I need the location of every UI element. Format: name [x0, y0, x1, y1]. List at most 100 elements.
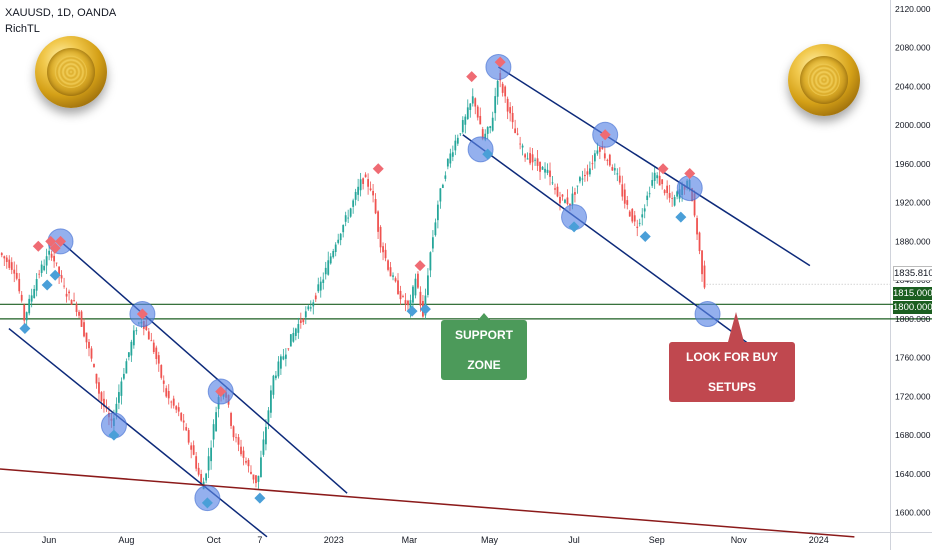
candle-body — [262, 439, 265, 455]
pivot-high-diamond — [657, 163, 669, 175]
candle-body — [167, 391, 170, 399]
candle-body — [299, 320, 302, 323]
level-1815-tag: 1815.000 — [893, 287, 932, 300]
candle-body — [481, 129, 484, 139]
candle-body — [55, 262, 58, 264]
candle-body — [539, 161, 541, 172]
candle-body — [623, 189, 626, 204]
last-price-tag: 1835.810 — [893, 266, 932, 281]
candle-body — [541, 166, 544, 170]
candle-body — [302, 319, 305, 323]
candle-body — [561, 194, 564, 197]
candle-body — [631, 208, 634, 222]
candle-body — [242, 450, 245, 458]
candle-body — [431, 237, 434, 249]
candle-body — [235, 437, 237, 439]
candle-body — [190, 445, 193, 450]
candle-body — [618, 175, 621, 183]
candle-body — [446, 158, 449, 167]
candle-body — [593, 153, 596, 162]
gold-coin-icon — [35, 36, 107, 108]
time-tick-label: 2024 — [809, 535, 829, 545]
candle-body — [666, 185, 669, 193]
candle-body — [638, 222, 641, 224]
candle-body — [354, 191, 357, 200]
price-tick-label: 1920.000 — [895, 198, 931, 208]
candle-body — [397, 280, 399, 295]
candle-body — [170, 401, 173, 403]
candle-body — [294, 328, 297, 336]
candle-body — [90, 348, 93, 359]
candle-body — [658, 175, 661, 186]
candle-body — [407, 300, 409, 306]
pivot-low-diamond — [639, 231, 651, 243]
candle-body — [576, 185, 579, 187]
candle-body — [23, 304, 26, 321]
candle-body — [474, 98, 477, 107]
candle-body — [132, 330, 135, 346]
candle-body — [362, 178, 365, 184]
candle-body — [394, 278, 397, 282]
price-tick-label: 1720.000 — [895, 391, 931, 401]
candle-body — [486, 126, 489, 134]
candle-body — [103, 398, 105, 407]
chart-title: XAUUSD, 1D, OANDA — [5, 7, 117, 19]
candle-body — [559, 196, 561, 204]
candle-body — [85, 332, 88, 343]
candle-body — [157, 355, 160, 364]
pivot-low-diamond — [675, 211, 687, 223]
candle-body — [456, 137, 459, 144]
time-tick-label: Jun — [42, 535, 57, 545]
candle-body — [200, 474, 203, 483]
pivot-low-diamond — [49, 269, 61, 281]
candle-body — [471, 96, 474, 104]
candle-body — [521, 145, 524, 148]
candle-body — [80, 311, 83, 327]
pivot-high-diamond — [32, 240, 44, 252]
candle-body — [489, 126, 492, 128]
candle-body — [272, 375, 275, 395]
candle-body — [240, 446, 242, 455]
candle-body — [506, 98, 509, 112]
candle-body — [514, 128, 517, 134]
time-tick-label: Sep — [649, 535, 665, 545]
price-tick-label: 2000.000 — [895, 120, 931, 130]
buy-callout-pointer — [728, 312, 744, 342]
candle-body — [591, 163, 594, 165]
trendline-channel-2022-lower — [8, 327, 268, 538]
candle-body — [20, 294, 23, 301]
candle-body — [419, 291, 422, 306]
gold-coin-icon — [788, 44, 860, 116]
candle-body — [40, 264, 43, 273]
candle-body — [399, 290, 402, 300]
buy-setups-label: LOOK FOR BUY SETUPS — [669, 342, 795, 402]
candle-body — [314, 295, 317, 300]
candle-body — [449, 153, 452, 164]
indicator-label: RichTL — [5, 23, 40, 35]
candle-body — [43, 265, 46, 271]
candle-body — [347, 217, 350, 219]
candle-body — [65, 293, 68, 297]
pivot-low-diamond — [482, 148, 494, 160]
pivot-high-diamond — [466, 71, 478, 83]
candle-body — [38, 273, 41, 275]
candle-body — [165, 388, 168, 397]
candle-body — [509, 107, 512, 114]
candle-body — [636, 226, 639, 228]
candle-body — [297, 324, 300, 333]
pivot-low-diamond — [41, 279, 53, 291]
pivot-highlight-circle — [485, 53, 512, 80]
candle-body — [417, 273, 419, 288]
time-tick-label: May — [481, 535, 499, 545]
pivot-high-diamond — [55, 235, 67, 247]
price-tick-label: 1800.000 — [895, 314, 931, 324]
candle-body — [215, 412, 217, 432]
candle-body — [275, 375, 277, 379]
candle-body — [267, 410, 270, 423]
candle-body — [289, 334, 292, 347]
time-tick-label: 7 — [257, 535, 262, 545]
candle-body — [641, 214, 644, 218]
candle-body — [192, 445, 195, 455]
